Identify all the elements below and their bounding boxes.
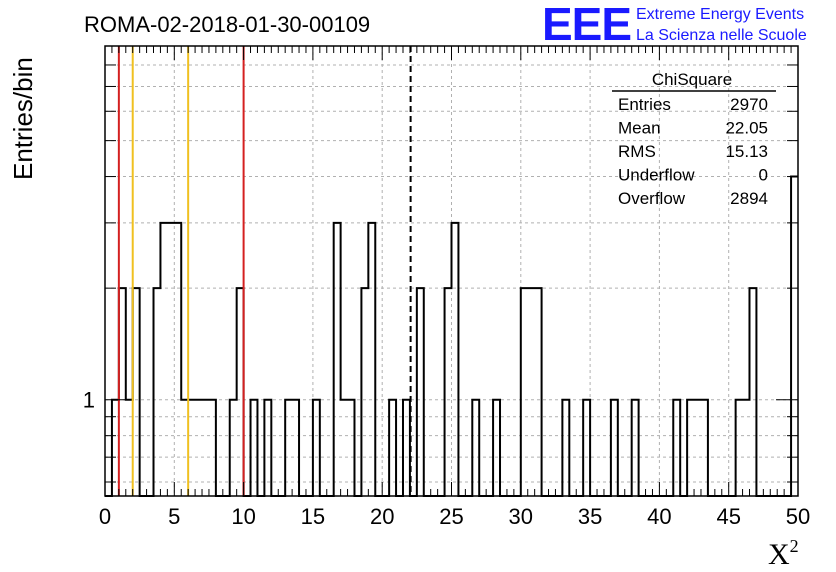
stats-value: 22.05 bbox=[725, 119, 768, 138]
x-tick-label: 40 bbox=[647, 504, 671, 529]
stats-box: ChiSquare Entries 2970 Mean 22.05 RMS 15.13 Un… bbox=[612, 70, 776, 208]
x-axis-label-base: X bbox=[768, 538, 790, 571]
stats-label: Underflow bbox=[618, 166, 695, 185]
x-axis-label: X2 bbox=[768, 536, 799, 571]
x-tick-label: 45 bbox=[716, 504, 740, 529]
stats-rows: Entries 2970 Mean 22.05 RMS 15.13 Underflow 0 Ov… bbox=[618, 95, 768, 208]
x-tick-label: 15 bbox=[301, 504, 325, 529]
stats-value: 15.13 bbox=[725, 142, 768, 161]
eee-logo-line2: La Scienza nelle Scuole bbox=[636, 27, 807, 44]
stats-label: Mean bbox=[618, 119, 661, 138]
x-tick-label: 35 bbox=[578, 504, 602, 529]
x-tick-label: 30 bbox=[509, 504, 533, 529]
stats-label: Entries bbox=[618, 95, 671, 114]
y-axis-label: Entries/bin bbox=[8, 57, 38, 180]
marker-lines bbox=[117, 46, 412, 496]
eee-logo-mark: EEE bbox=[542, 0, 631, 50]
stats-title: ChiSquare bbox=[652, 70, 732, 89]
x-tick-label: 0 bbox=[99, 504, 111, 529]
stats-value: 0 bbox=[759, 166, 768, 185]
x-tick-label: 10 bbox=[231, 504, 255, 529]
tick-labels: 0 5 10 15 20 25 30 35 40 45 50 1 bbox=[83, 388, 810, 529]
x-tick-label: 25 bbox=[439, 504, 463, 529]
x-tick-label: 5 bbox=[168, 504, 180, 529]
x-axis-label-superscript: 2 bbox=[790, 536, 799, 556]
stats-value: 2970 bbox=[730, 95, 768, 114]
chart-title: ROMA-02-2018-01-30-00109 bbox=[84, 12, 370, 37]
x-tick-label: 20 bbox=[370, 504, 394, 529]
stats-label: Overflow bbox=[618, 189, 686, 208]
eee-logo-line1: Extreme Energy Events bbox=[636, 6, 804, 23]
stats-value: 2894 bbox=[730, 189, 768, 208]
axes bbox=[104, 45, 799, 497]
eee-logo: EEE Extreme Energy Events La Scienza nel… bbox=[542, 0, 807, 50]
grid-lines bbox=[105, 46, 798, 496]
x-tick-label: 50 bbox=[786, 504, 810, 529]
stats-label: RMS bbox=[618, 142, 656, 161]
y-tick-label: 1 bbox=[83, 388, 95, 413]
